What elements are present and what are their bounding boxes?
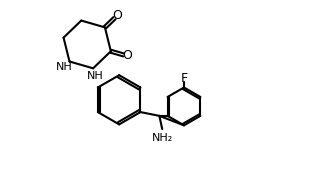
Text: F: F [181, 72, 187, 84]
Text: O: O [122, 50, 132, 62]
Text: NH: NH [87, 71, 103, 81]
Text: NH₂: NH₂ [152, 133, 173, 143]
Text: O: O [112, 9, 122, 22]
Text: NH: NH [56, 62, 73, 72]
